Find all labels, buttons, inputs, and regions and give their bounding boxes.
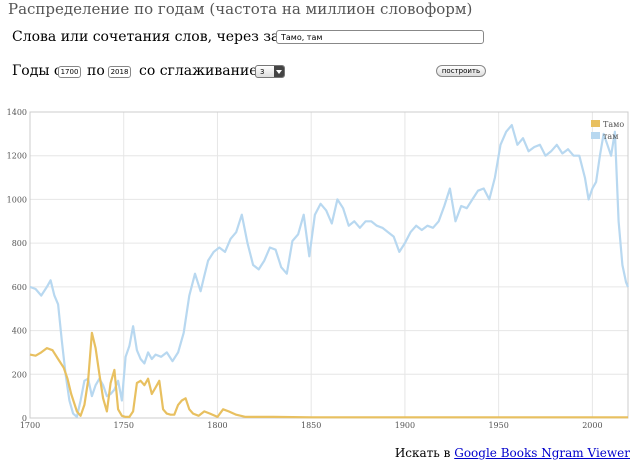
x-tick-label: 1800 bbox=[207, 421, 227, 430]
legend-swatch bbox=[591, 132, 600, 139]
footer-prefix: Искать в bbox=[394, 446, 451, 460]
legend-swatch bbox=[591, 120, 600, 127]
x-tick-label: 2000 bbox=[582, 421, 602, 430]
ngram-viewer-link[interactable]: Google Books Ngram Viewer bbox=[454, 446, 630, 460]
y-axis-ticks: 0 200 400 600 800 1000 1200 1400 bbox=[7, 108, 27, 423]
years-from-label: Годы с bbox=[12, 63, 62, 79]
page-title: Распределение по годам (частота на милли… bbox=[8, 0, 473, 18]
smoothing-label: со сглаживанием bbox=[139, 63, 269, 79]
x-tick-label: 1950 bbox=[488, 421, 508, 430]
x-tick-label: 1700 bbox=[20, 421, 40, 430]
year-from-input[interactable] bbox=[58, 66, 81, 78]
ngram-chart: 0 200 400 600 800 1000 1200 1400 1700 1750 1800 18… bbox=[7, 108, 630, 430]
legend-label: Тамо bbox=[603, 120, 624, 129]
plot-frame bbox=[29, 111, 629, 419]
series-line-tam bbox=[29, 124, 630, 418]
y-tick-label: 800 bbox=[12, 239, 27, 248]
x-tick-label: 1750 bbox=[114, 421, 134, 430]
chevron-down-icon bbox=[274, 66, 284, 77]
x-axis-ticks: 1700 1750 1800 1850 1900 1950 2000 bbox=[20, 421, 603, 430]
legend-label: там bbox=[603, 132, 618, 141]
y-tick-label: 1200 bbox=[7, 152, 27, 161]
build-button[interactable]: построить bbox=[436, 65, 486, 77]
years-to-label: по bbox=[87, 63, 105, 79]
y-tick-label: 400 bbox=[12, 327, 27, 336]
chart-grid bbox=[29, 111, 628, 419]
y-tick-label: 1400 bbox=[7, 108, 27, 117]
smoothing-select[interactable]: 3 bbox=[255, 65, 285, 78]
words-input[interactable] bbox=[276, 30, 484, 44]
y-tick-label: 600 bbox=[12, 283, 27, 292]
year-to-input[interactable] bbox=[108, 66, 131, 78]
footer: Искать в Google Books Ngram Viewer bbox=[395, 446, 630, 460]
y-tick-label: 200 bbox=[12, 370, 27, 379]
words-label: Слова или сочетания слов, через запятую: bbox=[12, 29, 331, 45]
series-lines bbox=[29, 124, 630, 419]
series-line-tamo bbox=[29, 331, 628, 419]
x-tick-label: 1850 bbox=[301, 421, 321, 430]
smoothing-value: 3 bbox=[260, 68, 265, 76]
chart-legend: Тамо там bbox=[591, 120, 624, 141]
y-tick-label: 0 bbox=[22, 414, 27, 423]
x-tick-label: 1900 bbox=[395, 421, 415, 430]
y-tick-label: 1000 bbox=[7, 195, 27, 204]
